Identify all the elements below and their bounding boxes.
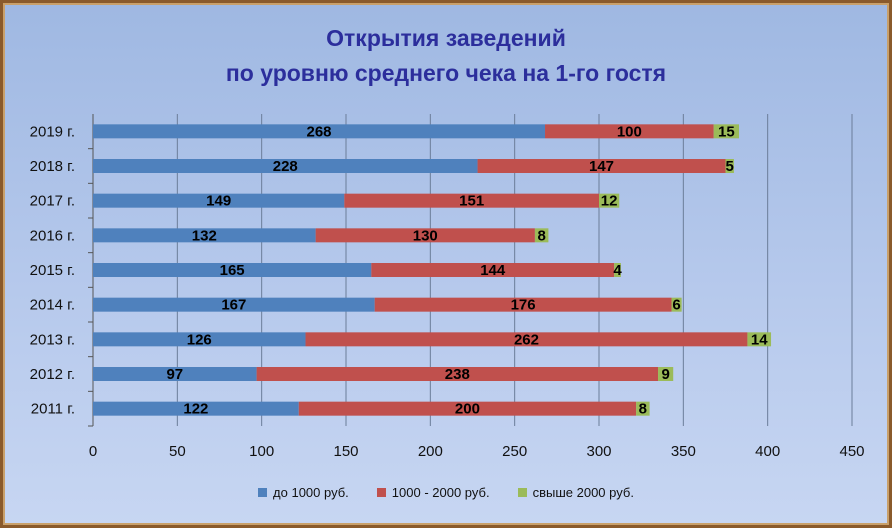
category-label-6: 2017 г.: [30, 193, 75, 210]
bar-2-8: [713, 124, 739, 139]
bar-1-6: [344, 193, 599, 208]
data-label-2-3: 6: [672, 297, 680, 314]
legend-swatch-2: [517, 488, 527, 497]
x-tick-label-3: 150: [333, 443, 358, 460]
category-label-0: 2011 г.: [31, 401, 75, 418]
bar-0-4: [93, 263, 372, 277]
category-label-4: 2015 г.: [30, 262, 75, 279]
legend-label-0: до 1000 руб.: [273, 485, 349, 500]
bar-2-4: [614, 263, 621, 277]
category-label-5: 2016 г.: [30, 227, 75, 244]
data-label-2-1: 9: [661, 366, 669, 383]
data-label-2-0: 8: [639, 401, 647, 418]
x-tick-label-6: 300: [586, 443, 611, 460]
data-label-1-3: 176: [511, 297, 536, 314]
legend-item-2: свыше 2000 руб.: [517, 485, 634, 500]
legend-item-1: 1000 - 2000 руб.: [376, 485, 490, 500]
chart-title: Открытия заведений по уровню среднего че…: [3, 21, 889, 91]
category-label-8: 2019 г.: [30, 123, 75, 140]
data-label-2-8: 15: [718, 123, 735, 140]
bar-1-8: [545, 124, 714, 139]
category-label-7: 2018 г.: [30, 158, 75, 175]
legend-label-2: свыше 2000 руб.: [532, 485, 634, 500]
bar-1-5: [315, 228, 535, 243]
bar-0-3: [93, 297, 375, 312]
data-label-2-6: 12: [601, 193, 618, 210]
x-tick-label-0: 0: [89, 443, 97, 460]
bar-1-4: [371, 263, 615, 277]
bar-2-5: [534, 228, 549, 243]
bar-1-0: [298, 401, 637, 416]
bar-1-3: [374, 297, 672, 312]
bar-2-7: [725, 159, 734, 173]
bar-2-1: [658, 367, 674, 381]
legend-swatch-0: [258, 488, 268, 497]
bar-2-6: [599, 193, 620, 208]
x-tick-label-9: 450: [839, 443, 864, 460]
data-label-1-6: 151: [459, 193, 484, 210]
data-label-1-4: 144: [480, 262, 506, 279]
bar-1-1: [256, 367, 659, 381]
chart-title-line-1: Открытия заведений: [326, 25, 566, 51]
data-label-0-0: 122: [183, 401, 208, 418]
category-label-3: 2014 г.: [30, 297, 75, 314]
bar-1-2: [305, 332, 748, 347]
data-label-1-2: 262: [514, 331, 539, 348]
data-label-1-7: 147: [589, 158, 614, 175]
x-tick-label-4: 200: [418, 443, 443, 460]
bar-0-2: [93, 332, 306, 347]
data-label-1-0: 200: [455, 401, 480, 418]
x-tick-label-8: 400: [755, 443, 780, 460]
data-label-0-7: 228: [273, 158, 298, 175]
chart-title-line-2: по уровню среднего чека на 1-го гостя: [225, 60, 667, 86]
data-label-0-4: 165: [220, 262, 245, 279]
data-label-0-5: 132: [192, 227, 217, 244]
bar-0-5: [93, 228, 316, 243]
data-label-1-5: 130: [413, 227, 438, 244]
data-label-0-8: 268: [306, 123, 331, 140]
x-tick-label-5: 250: [502, 443, 527, 460]
bar-0-0: [93, 401, 299, 416]
data-label-1-8: 100: [617, 123, 642, 140]
data-label-0-3: 167: [221, 297, 246, 314]
category-label-2: 2013 г.: [30, 331, 75, 348]
data-label-2-4: 4: [613, 262, 622, 279]
legend-item-0: до 1000 руб.: [258, 485, 349, 500]
data-label-2-7: 5: [726, 158, 734, 175]
bar-2-3: [671, 297, 682, 312]
data-label-0-6: 149: [206, 193, 231, 210]
data-label-0-1: 97: [166, 366, 183, 383]
data-label-2-2: 14: [751, 331, 768, 348]
bar-2-0: [636, 401, 650, 416]
bar-0-8: [93, 124, 546, 139]
data-label-2-5: 8: [537, 227, 545, 244]
legend-label-1: 1000 - 2000 руб.: [391, 485, 490, 500]
bar-0-7: [93, 159, 478, 173]
bar-0-6: [93, 193, 345, 208]
x-tick-label-7: 350: [671, 443, 696, 460]
x-tick-label-1: 50: [169, 443, 186, 460]
x-tick-label-2: 100: [249, 443, 274, 460]
chart-legend: до 1000 руб. 1000 - 2000 руб. свыше 2000…: [0, 485, 892, 500]
category-label-1: 2012 г.: [30, 366, 75, 383]
data-label-1-1: 238: [445, 366, 470, 383]
bar-1-7: [477, 159, 726, 173]
bar-0-1: [93, 367, 257, 381]
data-label-0-2: 126: [187, 331, 212, 348]
bar-2-2: [747, 332, 772, 347]
legend-swatch-1: [376, 488, 386, 497]
